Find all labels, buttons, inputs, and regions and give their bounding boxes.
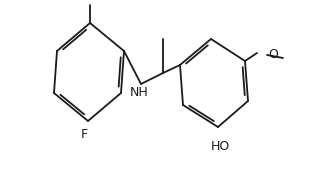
Text: HO: HO: [211, 141, 230, 154]
Text: O: O: [268, 49, 278, 62]
Text: NH: NH: [130, 86, 149, 99]
Text: F: F: [80, 129, 87, 142]
